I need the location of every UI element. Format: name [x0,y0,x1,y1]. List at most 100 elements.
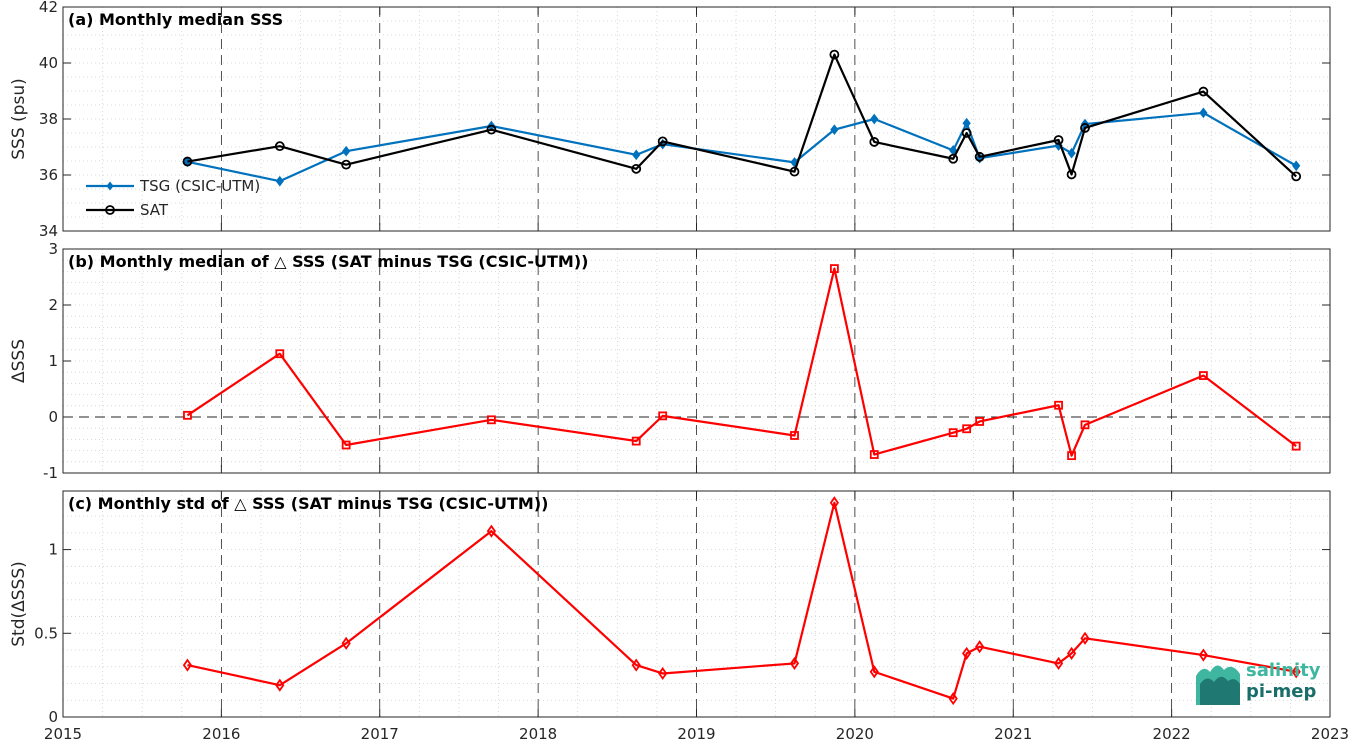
x-tick-label: 2018 [519,725,557,743]
data-point [1080,420,1090,430]
x-tick-label: 2016 [202,725,240,743]
data-point [486,124,497,135]
axes-frame [62,490,1331,718]
data-point [829,49,840,60]
series-line [187,501,1297,700]
data-point [948,428,958,438]
data-point [789,656,800,670]
panel-c: 0 0.5 1 2015 2016 2017 2018 2019 2020 2021 2022 202… [9,490,1349,743]
data-point [1053,656,1064,670]
grid [63,6,1330,232]
data-point [1066,646,1077,660]
x-tick-label: 2020 [836,725,874,743]
x-tick-label: 2023 [1311,725,1349,743]
data-point [962,117,971,129]
legend-label: TSG (CSIC-UTM) [139,177,260,195]
y-tick-label: -1 [43,464,58,482]
data-point [869,665,879,679]
data-point [486,524,497,538]
y-tick-label: 38 [39,110,58,128]
y-tick-label: 3 [48,240,58,258]
data-point [341,636,351,650]
legend-marker [105,205,115,215]
panel-b: -1 0 1 2 3 ΔSSS (b) Monthly median of △ SSS (S… [9,240,1331,482]
data-point [1198,86,1209,97]
axes-frame [62,6,1331,232]
data-point [342,145,351,157]
data-point [274,141,285,152]
data-point [487,415,496,425]
y-tick-label: 0 [48,408,58,426]
data-point [1053,135,1064,145]
data-point [975,417,985,426]
data-point [1291,171,1302,182]
data-point [789,166,800,177]
data-point [1291,441,1301,451]
y-tick-label: 0.5 [34,624,58,642]
y-axis-label: ΔSSS [9,339,29,383]
data-point [183,410,192,420]
y-tick-label: 40 [39,54,58,72]
data-point [1291,665,1301,679]
salinity-pi-mep-logo: salinity pi-mep [1196,660,1321,705]
data-point [275,678,285,692]
data-point [869,450,879,459]
x-tick-label: 2022 [1153,725,1191,743]
series-0 [182,496,1301,706]
panel-a: 34 36 38 40 42 SSS (psu) (a) Monthly median SS… [9,0,1331,240]
data-point [1067,451,1076,461]
data-point [1067,147,1076,159]
grid [63,491,1330,718]
data-point [1292,160,1301,172]
axes-frame [62,248,1331,474]
data-point [657,136,668,147]
data-point [341,440,351,450]
y-tick-label: 42 [39,0,58,16]
data-point [631,436,641,446]
data-point [631,163,642,174]
y-tick-label: 2 [48,296,58,314]
data-point [1054,400,1063,410]
legend-label: SAT [140,201,169,219]
data-point [790,431,799,440]
y-tick-label: 34 [39,222,58,240]
data-point [948,153,959,164]
data-point [948,692,958,706]
logo-wave-icon [1196,665,1240,705]
y-tick-label: 0 [48,708,58,726]
data-point [870,113,879,125]
legend-marker [106,181,114,191]
data-point [182,156,193,167]
data-point [829,264,839,274]
series-line [186,267,1297,457]
data-point [1080,123,1090,133]
data-point [1066,169,1077,180]
grid [63,248,1330,474]
data-point [829,496,839,510]
data-point [182,658,193,672]
series-0 [183,264,1301,461]
series-1 [182,49,1302,182]
data-point [658,666,668,681]
series-0 [183,107,1301,187]
panel-title: (a) Monthly median SSS [68,10,283,29]
data-point [631,658,641,672]
data-point [658,411,668,421]
data-point [830,124,839,135]
legend: TSG (CSIC-UTM) SAT [86,177,260,219]
x-tick-label: 2021 [994,725,1032,743]
panel-title: (b) Monthly median of △ SSS (SAT minus T… [68,252,588,271]
data-point [341,159,352,170]
y-tick-label: 36 [39,166,58,184]
y-tick-label: 1 [48,352,58,370]
logo-line1: salinity [1246,660,1321,681]
logo-line2: pi-mep [1246,681,1316,702]
panel-title: (c) Monthly std of △ SSS (SAT minus TSG … [68,494,548,513]
data-point [1199,107,1208,119]
data-point [962,424,972,434]
data-point [632,149,641,161]
x-tick-label: 2017 [361,725,399,743]
series-line [187,53,1297,178]
data-point [1198,648,1208,662]
